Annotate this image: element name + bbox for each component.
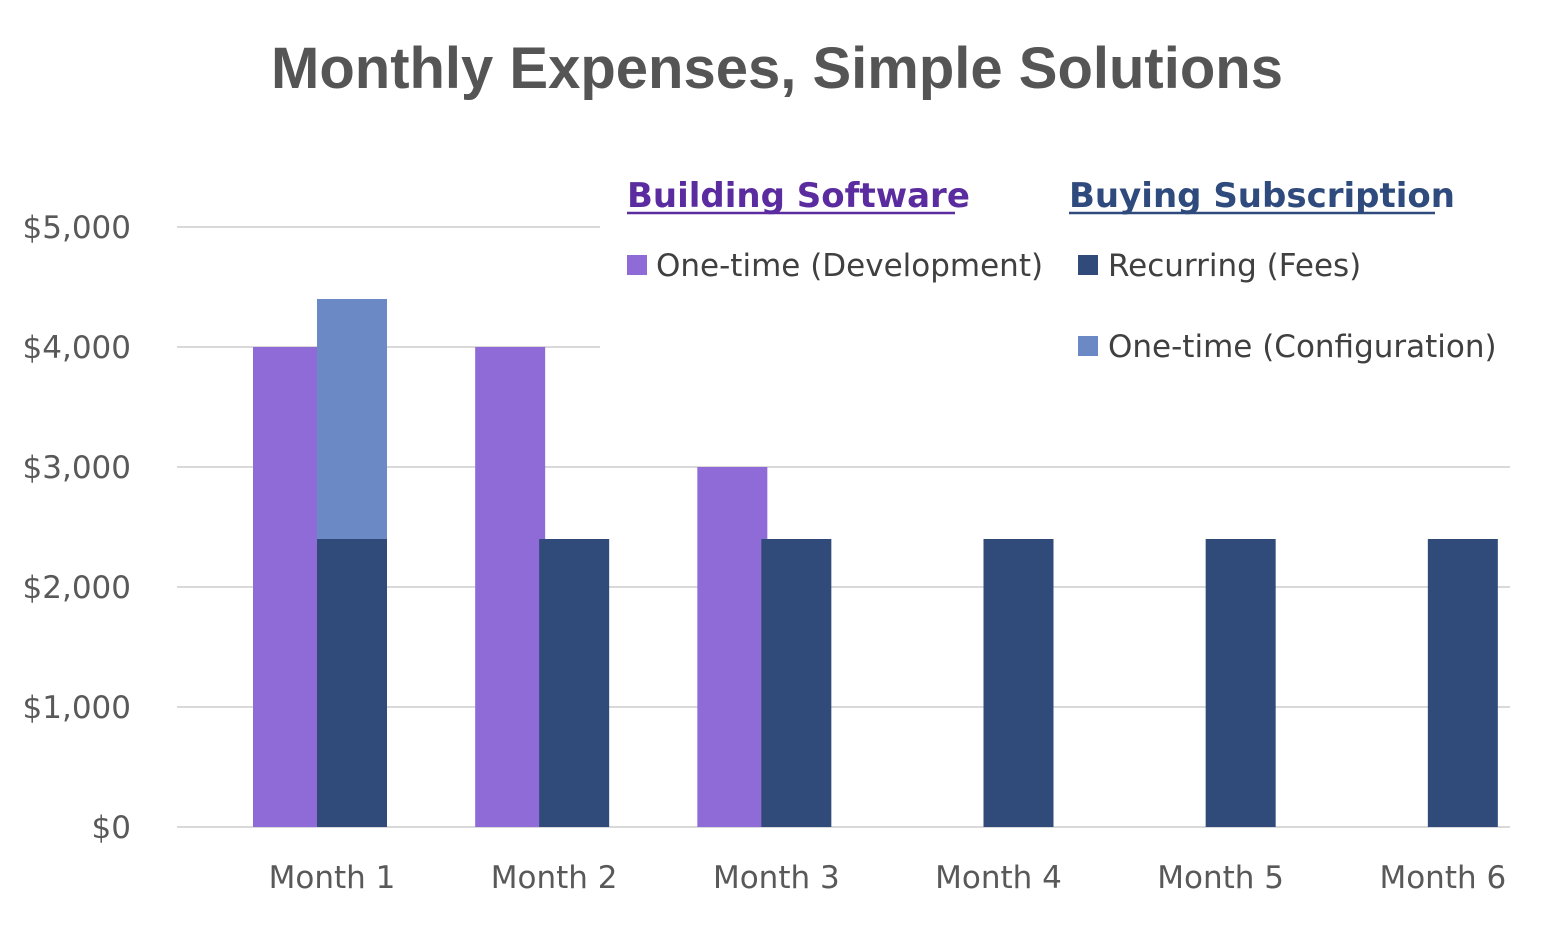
y-axis-ticks: $0 $1,000 $2,000 $3,000 $4,000 $5,000 xyxy=(23,210,131,846)
legend-group-title-building: Building Software xyxy=(627,176,970,216)
bar-recurring-fees-1 xyxy=(317,539,387,827)
y-tick-label: $5,000 xyxy=(23,210,131,246)
chart-title: Monthly Expenses, Simple Solutions xyxy=(271,36,1283,101)
y-tick-label: $0 xyxy=(92,810,131,846)
legend-label-configuration: One-time (Configuration) xyxy=(1108,329,1497,365)
legend-swatch-development xyxy=(627,255,647,275)
x-tick-label: Month 3 xyxy=(713,860,840,896)
bar-recurring-fees-4 xyxy=(983,539,1054,827)
bar-one-time-development-2 xyxy=(475,347,546,827)
y-tick-label: $2,000 xyxy=(23,570,131,606)
bar-recurring-fees-5 xyxy=(1205,539,1276,827)
legend-swatch-fees xyxy=(1078,255,1098,275)
x-axis-ticks: Month 1 Month 2 Month 3 Month 4 Month 5 Month… xyxy=(269,860,1507,896)
x-tick-label: Month 1 xyxy=(269,860,396,896)
bars xyxy=(253,299,1498,827)
bar-one-time-development-3 xyxy=(697,467,768,827)
legend-label-development: One-time (Development) xyxy=(656,248,1043,284)
bar-one-time-development-1 xyxy=(253,347,323,827)
bar-recurring-fees-2 xyxy=(539,539,610,827)
legend-background xyxy=(600,162,1060,382)
bar-recurring-fees-3 xyxy=(761,539,832,827)
x-tick-label: Month 6 xyxy=(1379,860,1506,896)
x-tick-label: Month 5 xyxy=(1157,860,1284,896)
x-tick-label: Month 2 xyxy=(491,860,618,896)
bar-recurring-fees-6 xyxy=(1427,539,1498,827)
y-tick-label: $3,000 xyxy=(23,450,131,486)
y-tick-label: $4,000 xyxy=(23,330,131,366)
legend-swatch-configuration xyxy=(1078,336,1098,356)
bar-one-time-configuration-1 xyxy=(317,299,387,539)
legend-label-fees: Recurring (Fees) xyxy=(1108,248,1361,284)
x-tick-label: Month 4 xyxy=(935,860,1062,896)
legend-background-2 xyxy=(1046,162,1526,382)
legend-group-title-buying: Buying Subscription xyxy=(1069,176,1455,216)
y-tick-label: $1,000 xyxy=(23,690,131,726)
